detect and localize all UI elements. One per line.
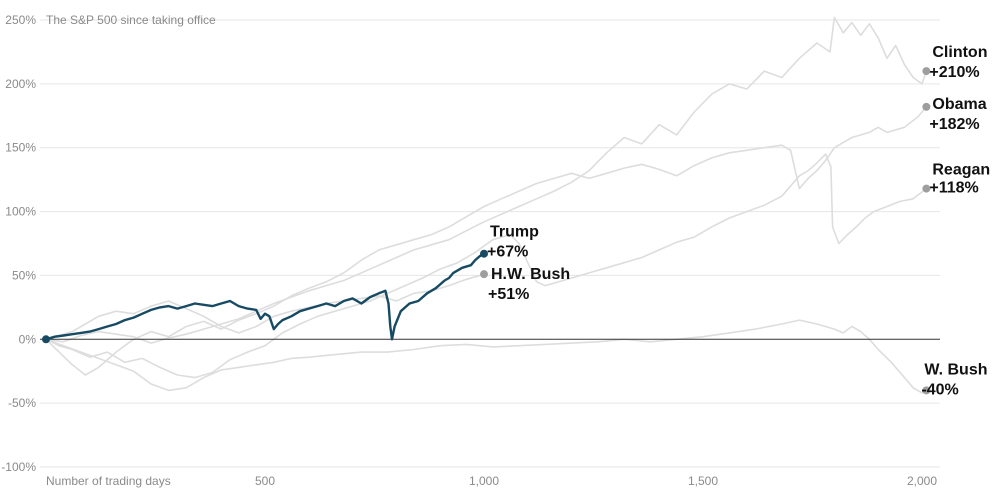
series-value-obama: +182% [929,116,979,133]
end-dot-obama [922,102,931,111]
chart-subtitle: The S&P 500 since taking office [46,13,216,27]
series-value-h-w-bush: +51% [488,286,529,303]
y-tick-label: 250% [5,13,36,27]
end-dot-trump [480,249,488,258]
series-name-obama: Obama [932,96,986,113]
series-line-trump [45,252,485,341]
series-name-w-bush: W. Bush [924,361,987,378]
series-line-obama [45,106,928,376]
x-tick-label: 2,000 [907,474,937,488]
start-dot-trump [42,335,50,344]
x-axis-tick-labels: 500 1,000 1,500 2,000 [255,474,937,488]
y-axis-tick-labels: -100% -50% 0% 50% 100% 150% 200% 250% [1,13,36,474]
end-dot-h-w-bush [480,270,488,279]
series-lines [45,16,928,394]
series-line-reagan [45,153,927,379]
series-name-reagan: Reagan [932,162,990,179]
y-tick-label: 150% [5,141,36,155]
series-name-clinton: Clinton [932,44,987,61]
grid-lines [40,19,940,468]
end-dot-reagan [922,184,931,193]
series-name-trump: Trump [490,224,539,241]
series-end-labels: Clinton +210% Obama +182% Reagan+118% H.W. Bu… [487,44,990,398]
x-axis-label: Number of trading days [46,474,171,488]
series-value-w-bush: -40% [921,381,958,398]
y-tick-label: 200% [5,77,36,91]
series-line-h-w-bush [45,273,485,341]
end-dot-w-bush [922,386,931,395]
series-value-trump: +67% [487,244,528,261]
series-line-clinton [45,16,928,344]
end-dot-clinton [922,67,931,76]
y-tick-label: 50% [12,268,36,282]
highlighted-series [45,252,485,341]
series-value-clinton: +210% [929,64,979,81]
y-tick-label: 0% [19,332,37,346]
y-tick-label: -100% [1,460,36,474]
series-line-w-bush [45,319,927,394]
x-tick-label: 500 [255,474,275,488]
end-point-dots [42,67,931,395]
x-tick-label: 1,000 [469,474,499,488]
x-tick-label: 1,500 [688,474,718,488]
series-name-h-w-bush: H.W. Bush [491,266,570,283]
series-value-reagan: +118% [929,180,978,197]
y-tick-label: 100% [5,205,36,219]
y-tick-label: -50% [8,396,36,410]
